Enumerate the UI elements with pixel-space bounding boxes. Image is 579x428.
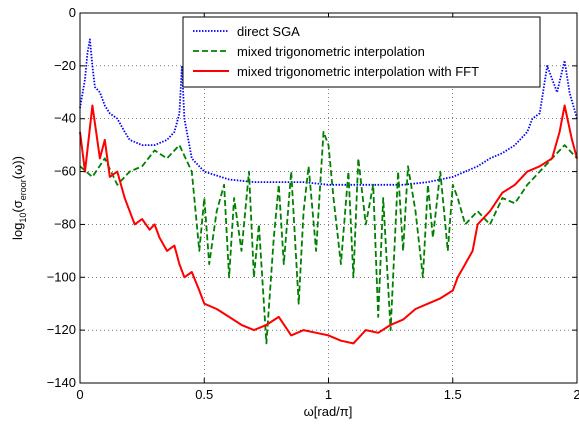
legend-label-2: mixed trigonometric interpolation xyxy=(237,44,425,59)
y-tick-label: 0 xyxy=(69,5,76,20)
y-tick-label: −100 xyxy=(47,269,76,284)
x-tick-label: 1 xyxy=(325,387,332,402)
series-layer xyxy=(79,38,578,345)
y-axis-label-base: log xyxy=(10,223,25,240)
legend-label-3: mixed trigonometric interpolation with F… xyxy=(237,64,479,79)
series-line-1 xyxy=(79,38,578,186)
x-tick-label: 0 xyxy=(76,387,83,402)
y-tick-label: −40 xyxy=(54,111,76,126)
y-tick-label: −140 xyxy=(47,375,76,390)
legend-label-1: direct SGA xyxy=(237,24,300,39)
y-axis-label-sub1: 10 xyxy=(18,213,28,223)
legend: direct SGA mixed trigonometric interpolat… xyxy=(182,16,541,88)
y-tick-label: −60 xyxy=(54,164,76,179)
y-axis-label: log10(σeroor(ω)) xyxy=(10,156,28,240)
y-axis-label-sub2: eroor xyxy=(18,179,28,200)
x-tick-label: 1.5 xyxy=(444,387,462,402)
x-axis-label: ω[rad/π] xyxy=(304,404,353,419)
y-tick-label: −80 xyxy=(54,216,76,231)
y-tick-label: −120 xyxy=(47,322,76,337)
series-line-3 xyxy=(79,104,578,345)
y-axis-label-end: (ω)) xyxy=(10,156,25,179)
y-tick-label: −20 xyxy=(54,58,76,73)
x-tick-label: 0.5 xyxy=(195,387,213,402)
y-axis-label-mid: (σ xyxy=(10,200,25,212)
axis-ticks: 0 0.5 1 1.5 2 0 −20 −40 −60 −80 −100 −120 −140 xyxy=(47,5,579,402)
legend-box xyxy=(182,16,541,88)
series-line-2 xyxy=(79,130,578,345)
x-tick-label: 2 xyxy=(573,387,579,402)
